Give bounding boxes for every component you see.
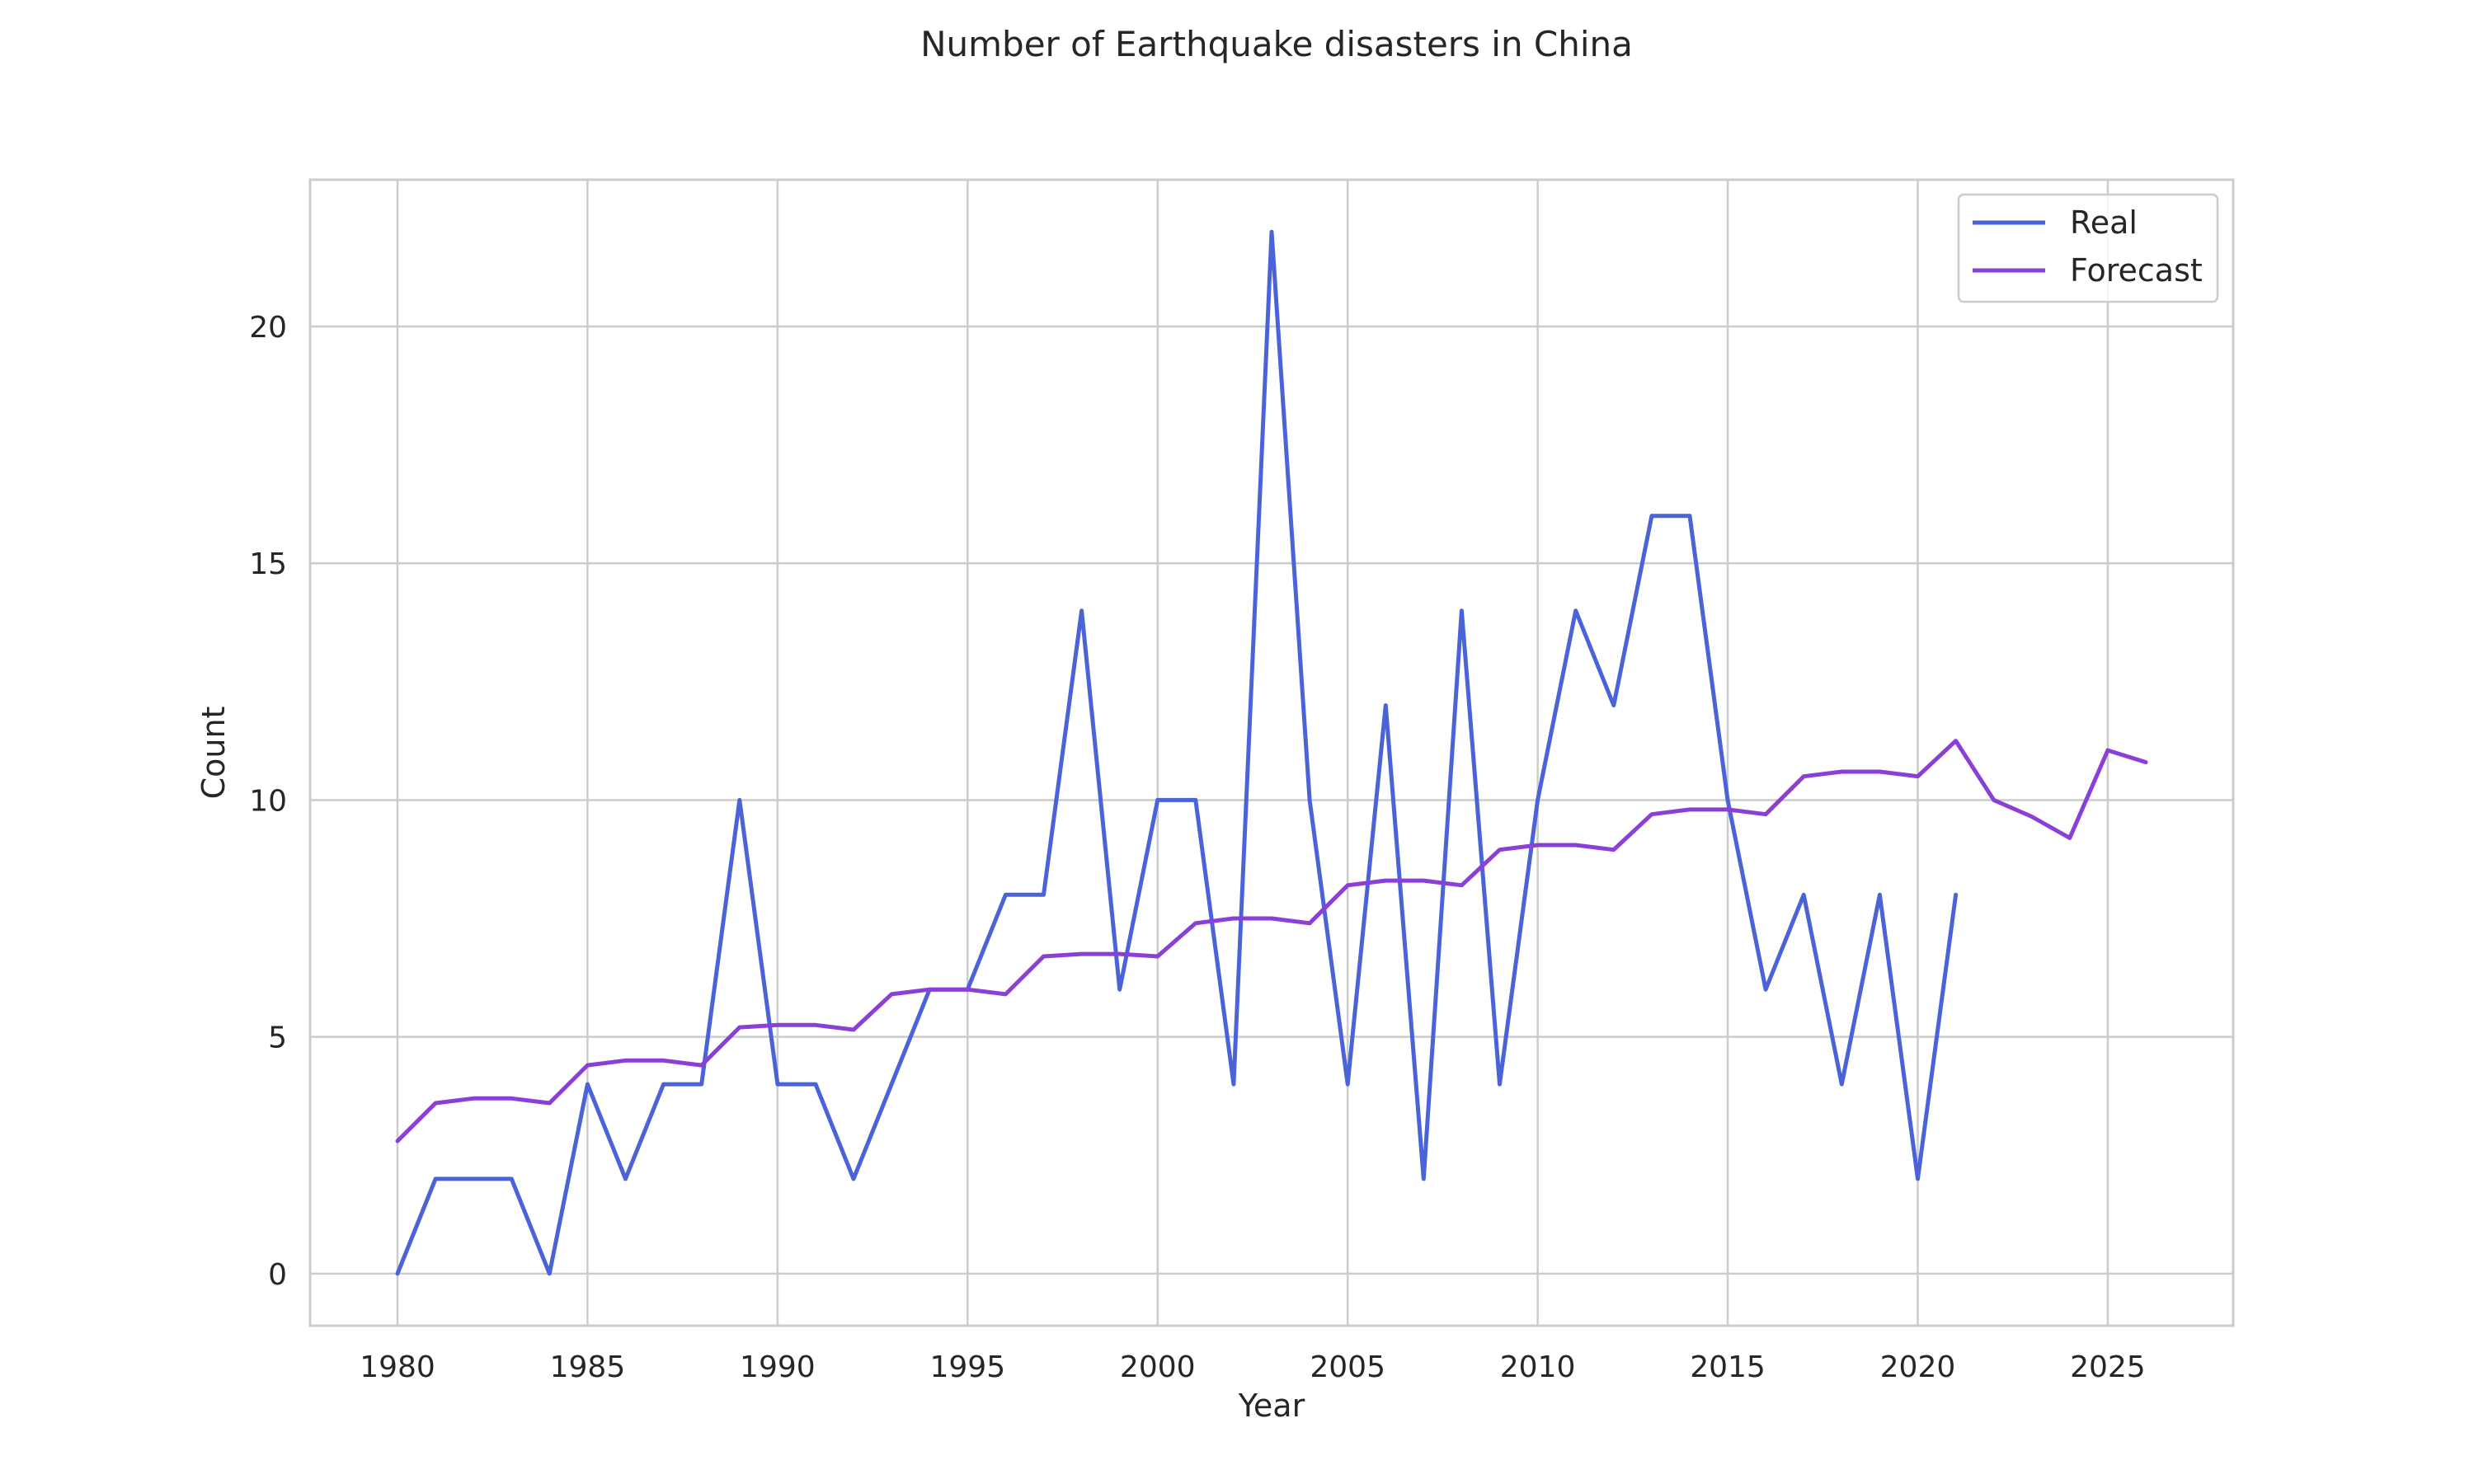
x-tick-label-1985: 1985: [550, 1350, 626, 1384]
x-tick-label-2010: 2010: [1500, 1350, 1576, 1384]
y-tick-label-20: 20: [249, 311, 287, 345]
x-tick-label-1980: 1980: [360, 1350, 435, 1384]
grid: [310, 180, 2233, 1326]
y-tick-label-5: 5: [268, 1021, 287, 1055]
y-tick-label-0: 0: [268, 1258, 287, 1292]
y-tick-label-10: 10: [249, 784, 287, 818]
legend: Real Forecast: [1957, 193, 2219, 303]
chart-title: Number of Earthquake disasters in China: [920, 24, 1633, 64]
y-tick-label-15: 15: [249, 547, 287, 581]
y-axis-label: Count: [195, 707, 232, 800]
x-axis-label: Year: [1238, 1388, 1305, 1424]
series-line-forecast: [395, 739, 2148, 1144]
x-tick-label-2000: 2000: [1120, 1350, 1196, 1384]
series-line-real: [395, 229, 1959, 1276]
x-tick-label-2025: 2025: [2070, 1350, 2146, 1384]
legend-label-forecast: Forecast: [2070, 252, 2203, 289]
x-tick-label-1990: 1990: [740, 1350, 816, 1384]
series-layer: [395, 229, 2148, 1276]
tick-labels: 1980 1985 1990 1995 2000 2005 2010 2015 2020 2025…: [249, 311, 2146, 1384]
legend-label-real: Real: [2070, 204, 2138, 241]
x-tick-label-2015: 2015: [1690, 1350, 1766, 1384]
plot-frame: [308, 178, 2235, 1327]
x-tick-label-2005: 2005: [1310, 1350, 1385, 1384]
x-tick-label-1995: 1995: [929, 1350, 1005, 1384]
x-tick-label-2020: 2020: [1880, 1350, 1956, 1384]
